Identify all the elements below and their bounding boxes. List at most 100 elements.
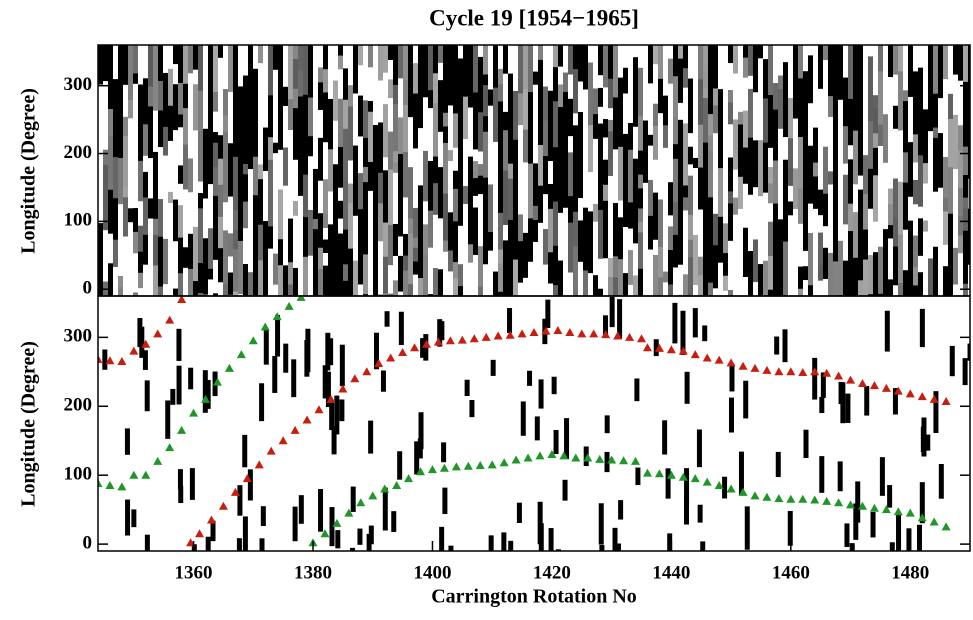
triangle-marker xyxy=(589,329,599,338)
image-texture xyxy=(648,215,654,251)
image-texture xyxy=(353,196,359,217)
image-texture xyxy=(643,182,649,211)
image-texture xyxy=(958,80,964,99)
image-texture xyxy=(548,252,554,285)
image-texture xyxy=(413,148,419,171)
triangle-marker xyxy=(344,508,354,517)
magnetic-feature xyxy=(551,376,557,395)
image-texture xyxy=(558,45,564,68)
image-texture xyxy=(903,152,909,184)
magnetic-feature xyxy=(357,528,363,545)
image-texture xyxy=(253,45,259,70)
image-texture xyxy=(313,295,319,296)
image-texture xyxy=(938,45,944,100)
image-texture xyxy=(363,60,369,102)
image-texture xyxy=(508,163,514,180)
image-texture xyxy=(203,238,209,279)
image-texture xyxy=(923,284,929,296)
image-texture xyxy=(198,263,204,295)
image-texture xyxy=(443,126,449,144)
magnetic-feature xyxy=(845,393,851,423)
image-texture xyxy=(813,255,819,296)
image-texture xyxy=(778,128,784,175)
magnetic-feature xyxy=(933,391,939,433)
image-texture xyxy=(568,152,574,198)
image-texture xyxy=(768,147,774,169)
image-texture xyxy=(493,45,499,89)
image-texture xyxy=(203,277,209,296)
triangle-marker xyxy=(637,334,647,343)
image-texture xyxy=(413,196,419,209)
image-texture xyxy=(828,171,834,186)
image-texture xyxy=(268,45,274,97)
image-texture xyxy=(863,194,869,231)
image-texture xyxy=(643,139,649,184)
image-texture xyxy=(708,95,714,116)
magnetic-feature xyxy=(259,383,265,422)
image-texture xyxy=(733,214,739,261)
image-texture xyxy=(483,216,489,266)
image-texture xyxy=(688,78,694,135)
image-texture xyxy=(968,264,970,296)
image-texture xyxy=(818,88,824,125)
triangle-marker xyxy=(284,301,294,310)
image-texture xyxy=(488,45,494,68)
image-texture xyxy=(473,92,479,139)
image-texture xyxy=(928,131,934,162)
image-texture xyxy=(188,256,194,270)
image-texture xyxy=(568,288,574,296)
image-texture xyxy=(138,288,144,296)
triangle-marker xyxy=(320,529,330,538)
image-texture xyxy=(288,284,294,296)
image-texture xyxy=(638,45,644,69)
magnetic-feature xyxy=(242,516,248,551)
image-texture xyxy=(578,111,584,166)
image-texture xyxy=(888,45,894,79)
image-texture xyxy=(363,182,369,212)
image-texture xyxy=(648,134,654,147)
image-texture xyxy=(943,156,949,199)
image-texture xyxy=(138,125,144,162)
image-texture xyxy=(908,220,914,264)
magnetic-feature xyxy=(490,359,496,376)
triangle-marker xyxy=(105,481,115,490)
image-texture xyxy=(498,291,504,296)
image-texture xyxy=(453,170,459,190)
image-texture xyxy=(148,172,154,200)
image-texture xyxy=(433,214,439,270)
image-texture xyxy=(458,104,464,144)
image-texture xyxy=(218,282,224,296)
image-texture xyxy=(413,169,419,198)
image-texture xyxy=(173,288,179,296)
image-texture xyxy=(623,184,629,229)
image-texture xyxy=(423,97,429,152)
image-texture xyxy=(943,136,949,158)
image-texture xyxy=(768,221,774,257)
image-texture xyxy=(473,254,479,296)
image-texture xyxy=(623,133,629,171)
triangle-marker xyxy=(165,315,175,324)
image-texture xyxy=(598,106,604,125)
image-texture xyxy=(683,274,689,296)
image-texture xyxy=(508,116,514,165)
triangle-marker xyxy=(332,518,342,527)
image-texture xyxy=(158,80,164,112)
image-texture xyxy=(818,264,824,282)
image-texture xyxy=(688,175,694,216)
magnetic-feature xyxy=(538,523,544,551)
triangle-marker xyxy=(666,345,676,354)
image-texture xyxy=(658,45,664,80)
image-texture xyxy=(663,147,669,199)
image-texture xyxy=(658,160,664,201)
image-texture xyxy=(853,95,859,132)
image-texture xyxy=(103,81,109,102)
image-texture xyxy=(518,125,524,174)
magnetic-feature xyxy=(177,469,183,490)
image-texture xyxy=(838,240,844,296)
image-texture xyxy=(688,257,694,296)
image-texture xyxy=(888,204,894,227)
image-texture xyxy=(98,266,104,296)
magnetic-feature xyxy=(889,542,895,551)
x-axis-label: Carrington Rotation No xyxy=(431,586,637,608)
